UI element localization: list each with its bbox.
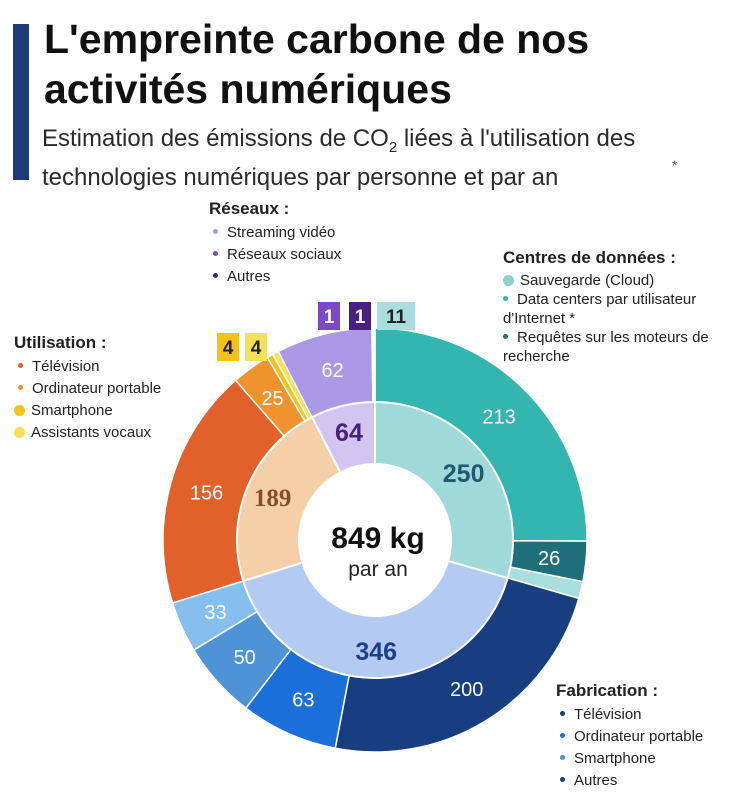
legend-heading: Centres de données : — [503, 248, 676, 267]
legend-item: Autres — [209, 266, 341, 288]
callout-box-utilisation-assistants-vocaux — [245, 333, 267, 361]
callout-value: 1 — [324, 307, 335, 328]
bullet-icon — [503, 334, 508, 340]
small-value-callouts: 11 4 4 1 1 — [217, 302, 415, 361]
bullet-icon — [14, 404, 25, 416]
outer-value-label: 213 — [482, 407, 515, 429]
legend-reseaux: Réseaux : Streaming vidéo Réseaux sociau… — [209, 199, 341, 288]
inner-value-label: 189 — [254, 485, 292, 512]
bullet-icon — [560, 711, 565, 717]
inner-value-label: 250 — [443, 460, 485, 488]
inner-value-label: 346 — [355, 638, 397, 666]
legend-item: Autres — [556, 770, 703, 792]
subtitle-subscript: 2 — [388, 139, 398, 156]
footnote-asterisk: * — [672, 157, 678, 173]
legend-utilisation: Utilisation : Télévision Ordinateur port… — [14, 333, 161, 444]
callout-box-centres-de-donnees-requetes-sur-les-moteurs-de-recherche — [377, 302, 415, 330]
outer-value-label: 62 — [322, 360, 344, 382]
inner-ring — [236, 400, 514, 679]
legend-heading: Utilisation : — [14, 333, 107, 352]
total-unit: par an — [348, 558, 408, 581]
callout-value: 4 — [223, 338, 234, 359]
bullet-icon — [560, 777, 565, 783]
callout-box-reseaux-reseaux-sociaux — [318, 302, 340, 330]
outer-value-label: 26 — [538, 548, 560, 570]
legend-centres-de-donnees: Centres de données : Sauvegarde (Cloud) … — [503, 248, 743, 366]
legend-item: Sauvegarde (Cloud) — [503, 271, 743, 290]
outer-value-label: 50 — [234, 647, 256, 669]
outer-value-label: 200 — [450, 679, 483, 701]
inner-value-label: 64 — [335, 419, 363, 447]
callout-value: 1 — [355, 307, 366, 328]
legend-heading: Réseaux : — [209, 199, 290, 218]
legend-item: Télévision — [14, 356, 161, 378]
outer-value-label: 63 — [292, 690, 314, 712]
legend-item: Requêtes sur les moteurs de recherche — [503, 329, 709, 365]
bullet-icon — [503, 274, 514, 286]
legend-item: Ordinateur portable — [556, 726, 703, 748]
legend-heading: Fabrication : — [556, 681, 659, 700]
bullet-icon — [18, 363, 23, 369]
bullet-icon — [503, 296, 508, 302]
page-title: L'empreinte carbone de nos activités num… — [44, 16, 590, 112]
legend-item: Ordinateur portable — [14, 378, 161, 400]
value-labels: 213 26 200 63 50 33 156 25 62 250 346 189 64 — [190, 360, 560, 711]
outer-slice-reseaux-autres — [372, 327, 376, 403]
legend-item: Data centers par utilisateur d'Internet … — [503, 291, 697, 327]
legend-item: Télévision — [556, 704, 703, 726]
bullet-icon — [213, 273, 218, 279]
callout-box-reseaux-autres — [349, 302, 371, 330]
subtitle-text-cont: liées à l'utilisation des technologies n… — [42, 125, 636, 191]
bullet-icon — [14, 426, 25, 438]
legend-item: Assistants vocaux — [14, 422, 161, 444]
bullet-icon — [213, 229, 218, 235]
outer-value-label: 156 — [190, 482, 223, 504]
outer-ring — [162, 327, 588, 753]
title-accent-bar — [13, 24, 29, 180]
bullet-icon — [18, 385, 23, 391]
legend-item: Réseaux sociaux — [209, 244, 341, 266]
outer-value-label: 33 — [204, 602, 226, 624]
callout-value: 4 — [251, 338, 262, 359]
donut-center — [299, 464, 451, 616]
legend-item: Smartphone — [14, 400, 161, 422]
legend-item: Smartphone — [556, 748, 703, 770]
bullet-icon — [560, 733, 565, 739]
legend-item: Streaming vidéo — [209, 222, 341, 244]
bullet-icon — [560, 755, 565, 761]
page-subtitle: Estimation des émissions de CO2 liées à … — [42, 124, 702, 193]
callout-box-utilisation-smartphone — [217, 333, 239, 361]
legend-fabrication: Fabrication : Télévision Ordinateur port… — [556, 681, 703, 792]
outer-value-label: 25 — [261, 388, 283, 410]
callout-value: 11 — [386, 307, 407, 328]
subtitle-text: Estimation des émissions de CO — [42, 125, 389, 152]
total-value: 849 kg — [331, 522, 424, 555]
bullet-icon — [213, 251, 218, 257]
